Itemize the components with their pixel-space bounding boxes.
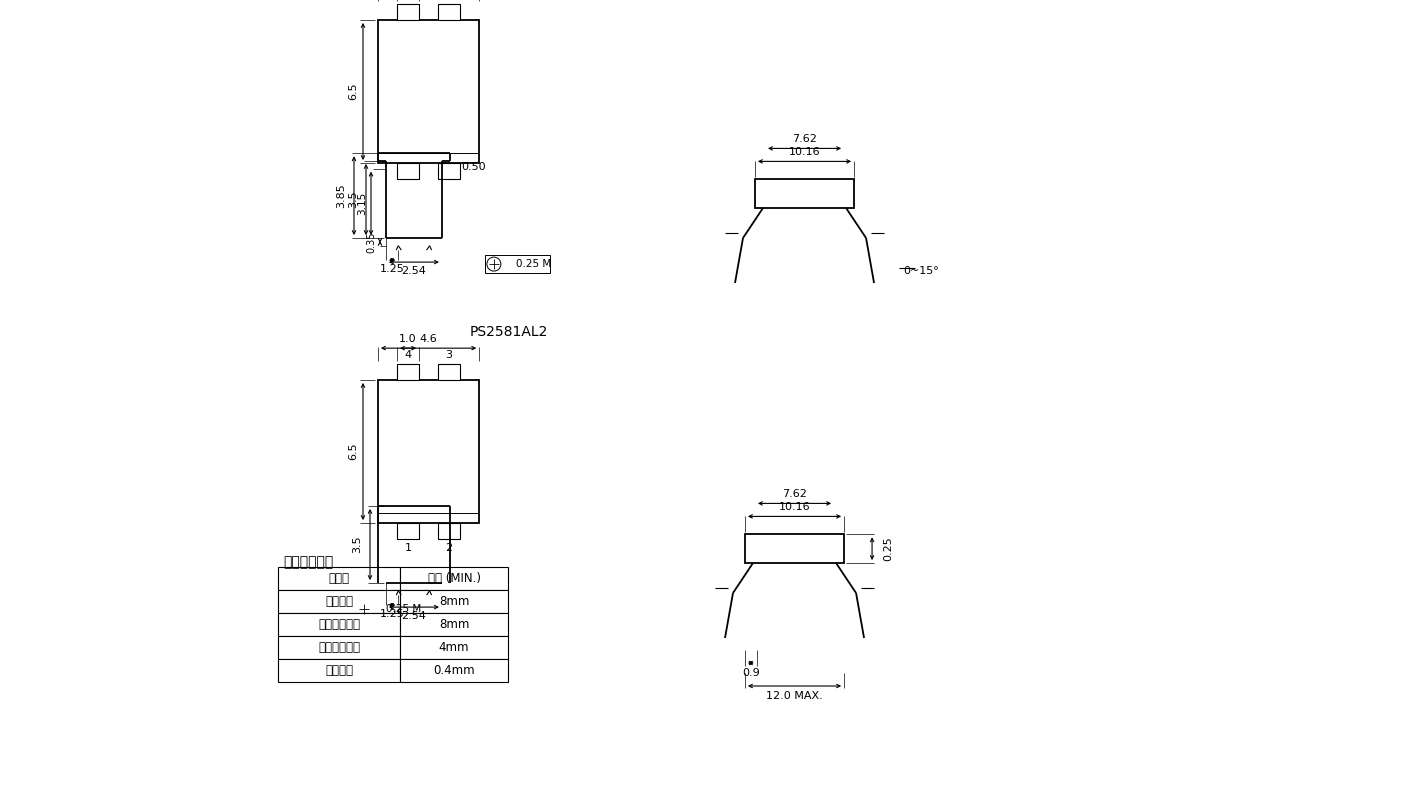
Bar xyxy=(439,163,460,179)
Text: 絶縁物厄: 絶縁物厄 xyxy=(325,664,354,677)
Text: 3.15: 3.15 xyxy=(356,192,366,215)
Text: 1.25: 1.25 xyxy=(379,264,405,274)
Bar xyxy=(278,659,400,682)
Bar xyxy=(400,636,508,659)
Text: 4.6: 4.6 xyxy=(420,334,437,344)
Bar xyxy=(439,364,460,380)
Text: 外部沿面距離: 外部沿面距離 xyxy=(318,618,361,631)
Bar xyxy=(278,636,400,659)
Text: 12.0 MAX.: 12.0 MAX. xyxy=(767,691,824,701)
Text: 3: 3 xyxy=(446,350,453,360)
Text: 8mm: 8mm xyxy=(439,595,469,608)
Bar xyxy=(378,20,479,163)
Bar xyxy=(400,590,508,613)
Bar xyxy=(400,567,508,590)
Text: 4: 4 xyxy=(405,350,412,360)
Text: 2: 2 xyxy=(446,543,453,553)
Text: 空間距離: 空間距離 xyxy=(325,595,354,608)
Text: PS2581AL2: PS2581AL2 xyxy=(470,325,548,339)
Text: 2.54: 2.54 xyxy=(402,266,426,276)
Bar xyxy=(398,523,419,539)
Text: 0.25 M: 0.25 M xyxy=(386,604,422,614)
Text: 1.25: 1.25 xyxy=(379,609,405,619)
Text: 1.0: 1.0 xyxy=(399,334,417,344)
Bar xyxy=(439,523,460,539)
Text: 2.54: 2.54 xyxy=(402,611,426,621)
Bar xyxy=(398,163,419,179)
Text: 7.62: 7.62 xyxy=(782,489,807,500)
Text: 6.5: 6.5 xyxy=(348,83,358,101)
Text: 8mm: 8mm xyxy=(439,618,469,631)
Bar xyxy=(378,380,479,523)
Bar xyxy=(398,364,419,380)
Bar xyxy=(355,600,423,618)
Text: 7.62: 7.62 xyxy=(792,134,816,144)
Bar xyxy=(278,613,400,636)
Bar xyxy=(278,590,400,613)
Text: 0.25 M: 0.25 M xyxy=(515,259,551,269)
Text: 0.35: 0.35 xyxy=(366,231,376,253)
Bar xyxy=(398,4,419,20)
Text: 3.5: 3.5 xyxy=(352,535,362,553)
Text: 項　目: 項 目 xyxy=(328,572,349,585)
Bar xyxy=(278,567,400,590)
Text: 3.85: 3.85 xyxy=(337,184,346,208)
Text: 1: 1 xyxy=(405,543,412,553)
Text: 構造パラメタ: 構造パラメタ xyxy=(283,555,334,569)
Text: 10.16: 10.16 xyxy=(778,503,811,512)
Text: 10.16: 10.16 xyxy=(788,148,821,157)
Text: 4mm: 4mm xyxy=(439,641,469,654)
Bar xyxy=(755,180,853,208)
Text: 6.5: 6.5 xyxy=(348,443,358,460)
Text: 3.5: 3.5 xyxy=(348,191,358,208)
Text: 0.4mm: 0.4mm xyxy=(433,664,474,677)
Text: 0.9: 0.9 xyxy=(743,668,760,678)
Text: 0~15°: 0~15° xyxy=(903,266,939,276)
Text: 単位 (MIN.): 単位 (MIN.) xyxy=(427,572,480,585)
Bar xyxy=(484,255,550,273)
Bar xyxy=(400,659,508,682)
Text: 0.25: 0.25 xyxy=(883,536,893,561)
Bar xyxy=(746,535,843,563)
Bar xyxy=(400,613,508,636)
Bar xyxy=(439,4,460,20)
Text: 0.50: 0.50 xyxy=(462,162,486,172)
Text: 内部沿面距離: 内部沿面距離 xyxy=(318,641,361,654)
